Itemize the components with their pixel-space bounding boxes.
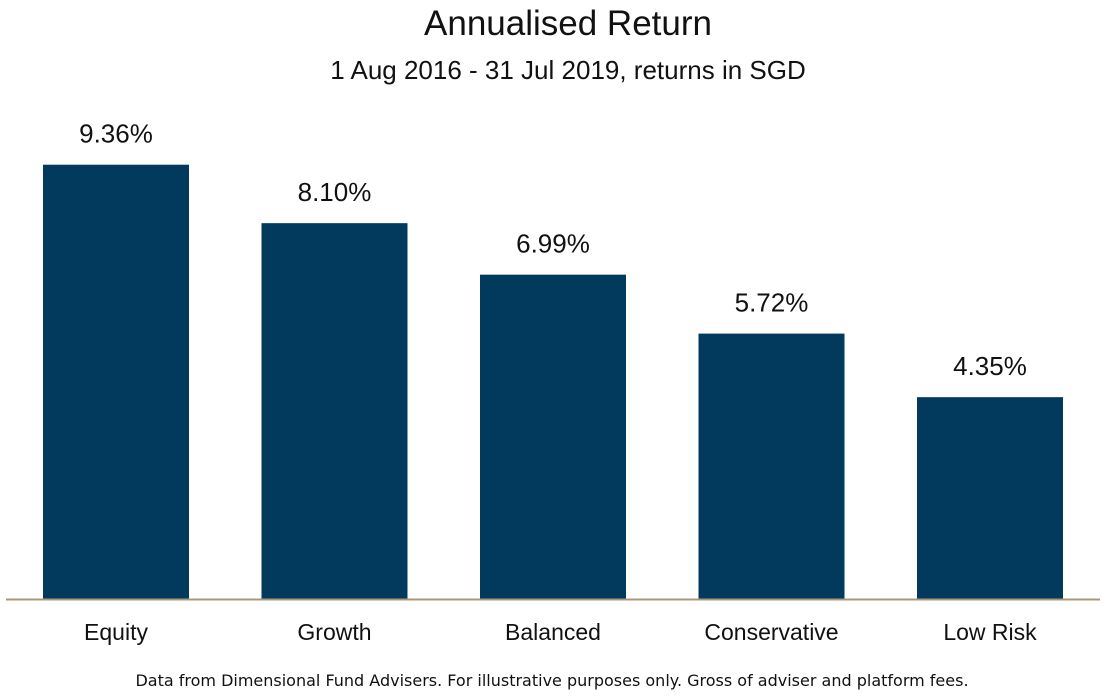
chart-title: Annualised Return [424, 4, 712, 43]
category-label: Low Risk [943, 619, 1037, 645]
value-label: 5.72% [735, 288, 809, 318]
bar-conservative [698, 333, 845, 599]
value-label: 6.99% [516, 229, 590, 259]
bar-growth [261, 223, 408, 599]
category-label: Balanced [505, 619, 601, 645]
category-label: Conservative [704, 619, 838, 645]
chart-subtitle: 1 Aug 2016 - 31 Jul 2019, returns in SGD [330, 55, 806, 85]
value-label: 9.36% [79, 119, 153, 149]
bar-equity [43, 164, 189, 600]
footnote: Data from Dimensional Fund Advisers. For… [135, 671, 968, 690]
bar-balanced [480, 274, 626, 599]
category-labels-layer: Equity Growth Balanced Conservative Low Risk [84, 619, 1037, 645]
bar-low-risk [917, 397, 1063, 599]
category-label: Growth [297, 619, 371, 645]
value-labels-layer: 9.36% 8.10% 6.99% 5.72% 4.35% [79, 119, 1027, 381]
bars-layer [43, 164, 1063, 600]
value-label: 8.10% [298, 177, 372, 207]
category-label: Equity [84, 619, 148, 645]
value-label: 4.35% [953, 351, 1027, 381]
